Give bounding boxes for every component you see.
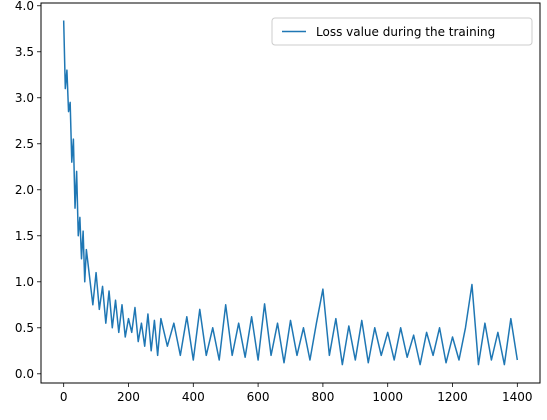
y-tick-label: 2.0: [15, 183, 34, 197]
series-layer: [62, 20, 519, 366]
y-axis-ticks: 0.0 0.5 1.0 1.5 2.0 2.5 3.0 3.5 4.0: [15, 0, 41, 381]
legend-label: Loss value during the training: [316, 25, 495, 39]
x-tick-label: 1400: [502, 390, 533, 404]
x-tick-label: 600: [247, 390, 270, 404]
x-tick-label: 400: [182, 390, 205, 404]
y-tick-label: 3.0: [15, 91, 34, 105]
y-tick-label: 0.0: [15, 367, 34, 381]
legend: Loss value during the training: [271, 17, 533, 46]
legend-box: [271, 17, 533, 46]
x-tick-label: 0: [60, 390, 68, 404]
x-tick-label: 200: [117, 390, 140, 404]
y-tick-label: 4.0: [15, 0, 34, 13]
y-tick-label: 1.0: [15, 275, 34, 289]
plot-frame: [40, 2, 541, 384]
y-tick-label: 0.5: [15, 321, 34, 335]
x-tick-label: 1200: [437, 390, 468, 404]
y-tick-label: 2.5: [15, 137, 34, 151]
x-tick-label: 1000: [372, 390, 403, 404]
series-line-0: [62, 20, 519, 366]
y-tick-label: 1.5: [15, 229, 34, 243]
x-tick-label: 800: [311, 390, 334, 404]
x-axis-ticks: 0 200 400 600 800 1000 1200 1400: [60, 383, 533, 404]
y-tick-label: 3.5: [15, 45, 34, 59]
